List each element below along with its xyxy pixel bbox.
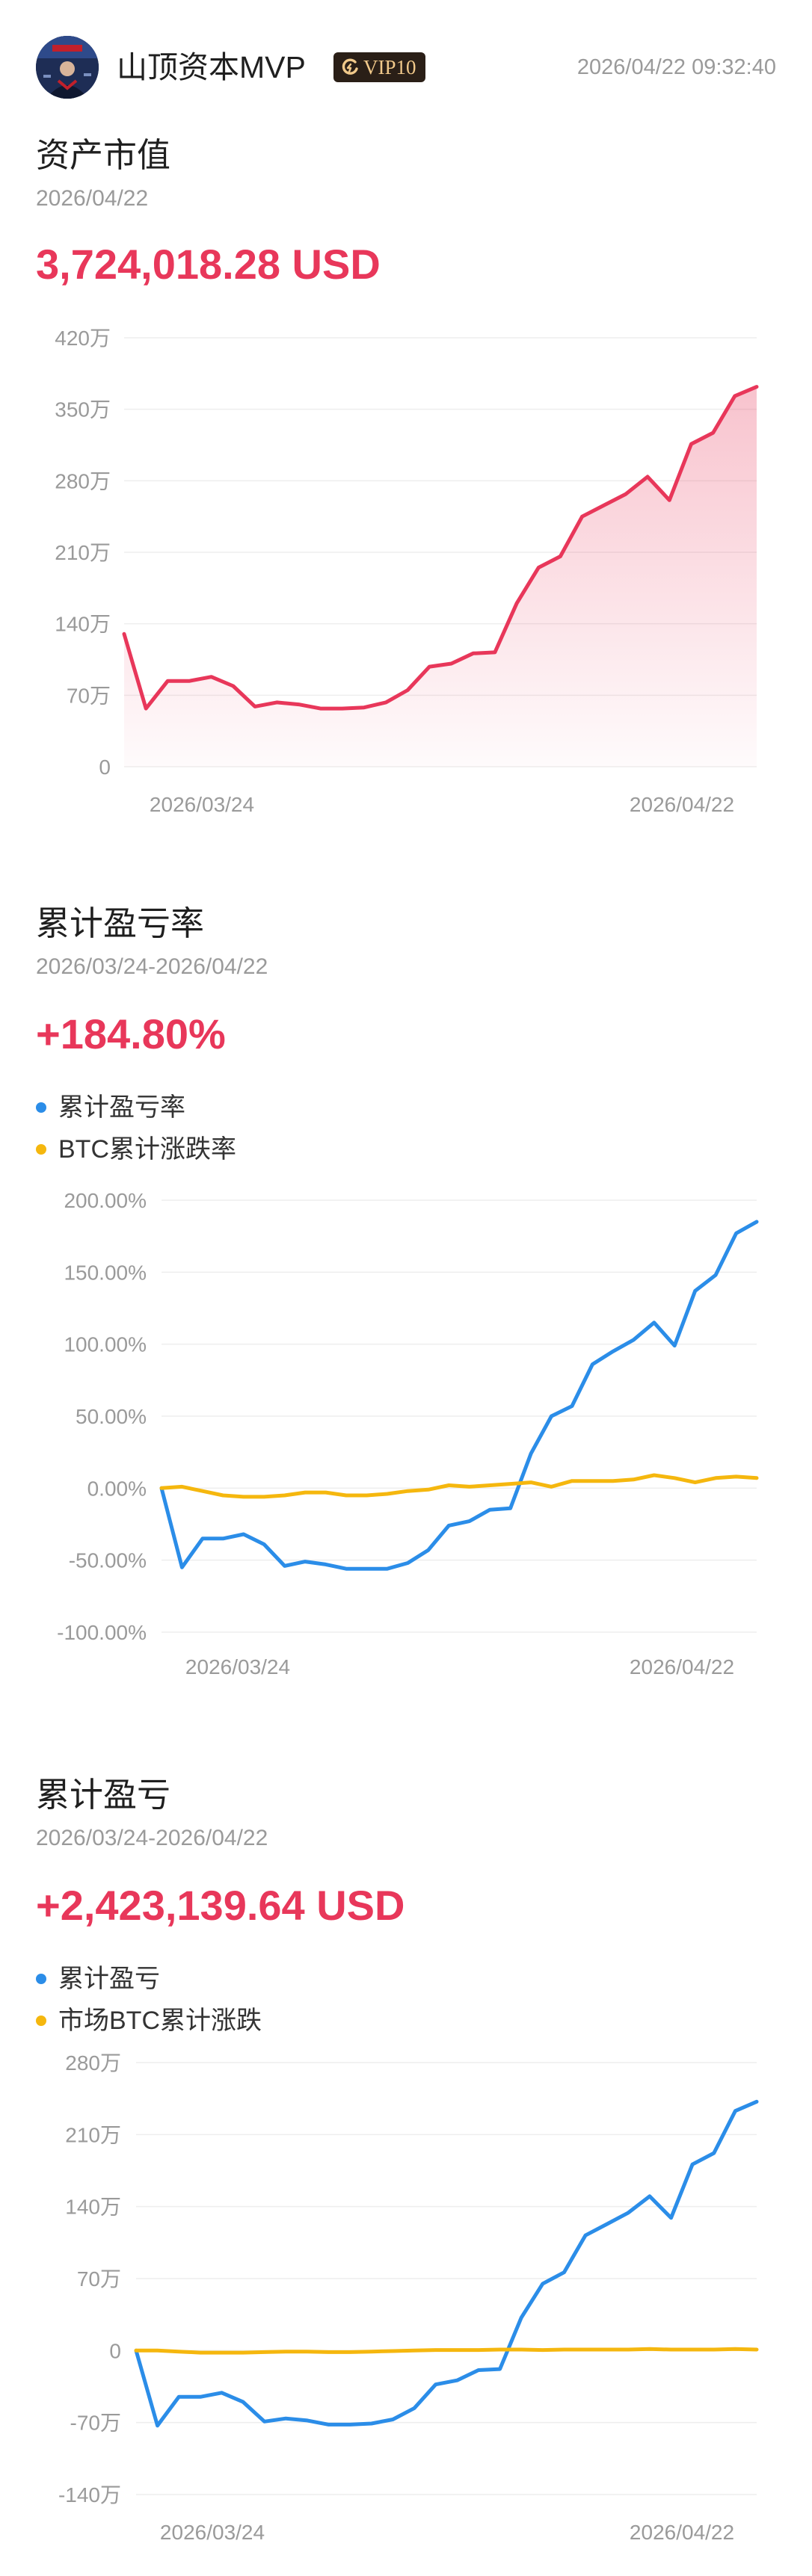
username[interactable]: 山顶资本MVP bbox=[117, 50, 306, 84]
y-tick-label: 100.00% bbox=[64, 1333, 147, 1356]
y-tick-label: 350万 bbox=[55, 398, 111, 421]
y-tick-label: 0 bbox=[109, 2339, 121, 2362]
y-tick-label: 210万 bbox=[55, 541, 111, 564]
y-tick-label: 0.00% bbox=[87, 1477, 147, 1500]
legend-label: 累计盈亏率 bbox=[58, 1093, 185, 1122]
legend-label: 市场BTC累计涨跌 bbox=[58, 2007, 262, 2035]
pnl-rate-value: +184.80% bbox=[36, 1010, 226, 1057]
legend-dot-blue bbox=[36, 1102, 46, 1113]
series-line bbox=[159, 1220, 759, 1571]
y-tick-label: 280万 bbox=[65, 2051, 121, 2075]
pnl-title: 累计盈亏 bbox=[36, 1776, 171, 1814]
asset-date: 2026/04/22 bbox=[36, 186, 149, 211]
vip-badge: VIP10 bbox=[333, 52, 425, 82]
x-tick-label: 2026/03/24 bbox=[185, 1655, 290, 1678]
y-tick-label: 210万 bbox=[65, 2123, 121, 2146]
series-line bbox=[134, 2099, 759, 2428]
pnl-date-range: 2026/03/24-2026/04/22 bbox=[36, 1826, 268, 1850]
pnl-rate-date-range: 2026/03/24-2026/04/22 bbox=[36, 954, 268, 979]
series-line bbox=[122, 385, 759, 711]
asset-value: 3,724,018.28 USD bbox=[36, 241, 381, 288]
legend-dot-yellow bbox=[36, 1144, 46, 1155]
y-tick-label: 0 bbox=[99, 756, 111, 779]
vip-label: VIP10 bbox=[363, 56, 416, 78]
y-tick-label: 70万 bbox=[67, 684, 111, 707]
y-tick-label: 140万 bbox=[55, 613, 111, 636]
legend-item-pnl[interactable]: 累计盈亏 bbox=[36, 1964, 160, 1994]
series-line bbox=[159, 1473, 759, 1499]
legend-item-btc-rate[interactable]: BTC累计涨跌率 bbox=[36, 1134, 236, 1164]
y-tick-label: -50.00% bbox=[69, 1549, 147, 1572]
y-tick-label: 280万 bbox=[55, 469, 111, 492]
legend-dot-blue bbox=[36, 1974, 46, 1984]
legend-dot-yellow bbox=[36, 2016, 46, 2026]
legend-item-pnl-rate[interactable]: 累计盈亏率 bbox=[36, 1093, 185, 1122]
legend-item-btc[interactable]: 市场BTC累计涨跌 bbox=[36, 2006, 262, 2036]
y-tick-label: 420万 bbox=[55, 327, 111, 350]
x-tick-label: 2026/04/22 bbox=[630, 1655, 734, 1678]
y-tick-label: 50.00% bbox=[76, 1405, 147, 1428]
legend-label: BTC累计涨跌率 bbox=[58, 1135, 236, 1164]
series-area-fill bbox=[124, 386, 757, 767]
header: 山顶资本MVP VIP10 2026/04/22 09:32:40 bbox=[0, 0, 812, 135]
x-tick-label: 2026/03/24 bbox=[150, 793, 254, 816]
x-tick-label: 2026/04/22 bbox=[630, 793, 734, 816]
y-tick-label: 140万 bbox=[65, 2196, 121, 2219]
pnl-rate-title: 累计盈亏率 bbox=[36, 904, 205, 942]
y-tick-label: 200.00% bbox=[64, 1189, 147, 1212]
y-tick-label: -70万 bbox=[70, 2412, 121, 2435]
vip-badge-icon bbox=[342, 58, 358, 75]
series-line bbox=[134, 2347, 759, 2355]
y-tick-label: -140万 bbox=[58, 2483, 121, 2506]
legend-label: 累计盈亏 bbox=[58, 1965, 160, 1993]
x-tick-label: 2026/03/24 bbox=[160, 2521, 265, 2544]
avatar[interactable] bbox=[36, 36, 99, 99]
y-tick-label: -100.00% bbox=[57, 1621, 147, 1644]
x-tick-label: 2026/04/22 bbox=[630, 2521, 734, 2544]
avatar-image bbox=[36, 36, 99, 99]
asset-title: 资产市值 bbox=[36, 136, 171, 174]
timestamp: 2026/04/22 09:32:40 bbox=[576, 55, 776, 79]
y-tick-label: 150.00% bbox=[64, 1261, 147, 1284]
pnl-value: +2,423,139.64 USD bbox=[36, 1882, 405, 1929]
y-tick-label: 70万 bbox=[77, 2267, 121, 2291]
